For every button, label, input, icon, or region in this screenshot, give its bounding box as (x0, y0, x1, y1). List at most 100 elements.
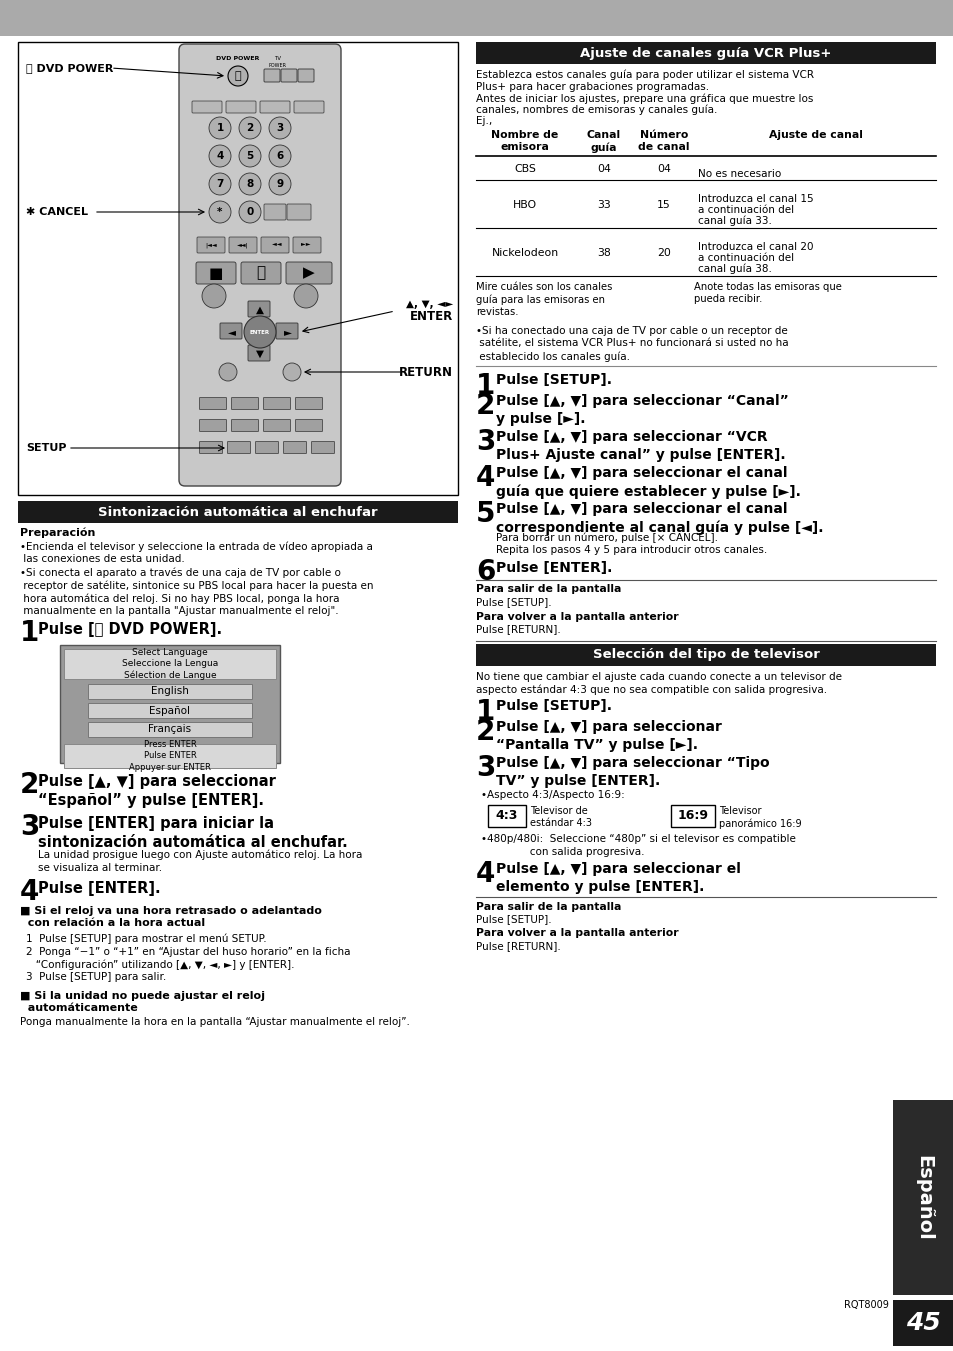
Text: Pulse [▲, ▼] para seleccionar el canal
correspondiente al canal guía y pulse [◄]: Pulse [▲, ▼] para seleccionar el canal c… (496, 503, 822, 535)
FancyBboxPatch shape (283, 442, 306, 454)
Bar (488, 804, 525, 827)
Text: ENTER: ENTER (410, 311, 453, 323)
Text: ENTER: ENTER (250, 330, 270, 335)
Text: Selección del tipo de televisor: Selección del tipo de televisor (592, 648, 819, 661)
Text: Press ENTER
Pulse ENTER
Appuyer sur ENTER: Press ENTER Pulse ENTER Appuyer sur ENTE… (129, 740, 211, 771)
Text: 2: 2 (476, 393, 495, 420)
Text: Televisor
panorámico 16:9: Televisor panorámico 16:9 (719, 807, 801, 828)
FancyBboxPatch shape (232, 397, 258, 409)
Bar (892, 1100, 953, 1296)
FancyBboxPatch shape (312, 442, 335, 454)
Text: SETUP: SETUP (26, 443, 67, 453)
Text: canal guía 33.: canal guía 33. (698, 216, 771, 227)
Text: 16:9: 16:9 (677, 809, 708, 821)
FancyBboxPatch shape (281, 69, 296, 82)
Bar (476, 42, 935, 63)
Text: Canal
guía: Canal guía (586, 130, 620, 153)
Circle shape (209, 118, 231, 139)
FancyBboxPatch shape (199, 397, 226, 409)
Text: 3: 3 (476, 754, 495, 782)
Text: Ponga manualmente la hora en la pantalla “Ajustar manualmente el reloj”.: Ponga manualmente la hora en la pantalla… (20, 1017, 410, 1027)
Text: 1: 1 (476, 372, 495, 400)
Text: 3: 3 (476, 428, 495, 457)
Text: Preparación: Preparación (20, 528, 95, 539)
Text: ▲: ▲ (255, 305, 264, 315)
FancyBboxPatch shape (192, 101, 222, 113)
Text: Pulse [▲, ▼] para seleccionar
“Pantalla TV” y pulse [►].: Pulse [▲, ▼] para seleccionar “Pantalla … (496, 720, 721, 753)
Bar (64, 648, 275, 680)
Text: Mire cuáles son los canales
guía para las emisoras en
revistas.: Mire cuáles son los canales guía para la… (476, 281, 612, 317)
Text: •Encienda el televisor y seleccione la entrada de vídeo apropiada a
 las conexio: •Encienda el televisor y seleccione la e… (20, 540, 373, 563)
Bar (670, 804, 714, 827)
FancyBboxPatch shape (263, 397, 291, 409)
Text: ◄◄|: ◄◄| (237, 242, 249, 247)
Circle shape (228, 66, 248, 86)
Bar (476, 643, 935, 666)
Text: 3: 3 (20, 813, 39, 842)
FancyBboxPatch shape (229, 236, 256, 253)
Text: Pulse [RETURN].: Pulse [RETURN]. (476, 942, 560, 951)
Text: Pulse [▲, ▼] para seleccionar “Canal”
y pulse [►].: Pulse [▲, ▼] para seleccionar “Canal” y … (496, 394, 788, 427)
Text: Pulse [SETUP].: Pulse [SETUP]. (476, 597, 551, 608)
Text: ▼: ▼ (255, 349, 264, 359)
FancyBboxPatch shape (248, 301, 270, 317)
Text: DVD POWER: DVD POWER (216, 55, 259, 61)
Text: ◄◄: ◄◄ (268, 242, 281, 247)
Text: HBO: HBO (513, 200, 537, 211)
Circle shape (209, 201, 231, 223)
Circle shape (209, 173, 231, 195)
Text: No tiene que cambiar el ajuste cada cuando conecte a un televisor de
aspecto est: No tiene que cambiar el ajuste cada cuan… (476, 671, 841, 694)
Text: 0: 0 (246, 207, 253, 218)
Circle shape (239, 145, 261, 168)
Text: •Si conecta el aparato a través de una caja de TV por cable o
 receptor de satél: •Si conecta el aparato a través de una c… (20, 567, 374, 616)
Text: ►►: ►► (301, 242, 313, 247)
Circle shape (269, 145, 291, 168)
Circle shape (269, 173, 291, 195)
Bar (64, 744, 275, 767)
Text: *: * (217, 207, 222, 218)
Circle shape (283, 363, 301, 381)
FancyBboxPatch shape (286, 262, 332, 284)
Text: 6: 6 (476, 558, 495, 586)
Text: Sintonización automática al enchufar: Sintonización automática al enchufar (98, 505, 377, 519)
Text: Para borrar un número, pulse [× CANCEL].
Repita los pasos 4 y 5 para introducir : Para borrar un número, pulse [× CANCEL].… (496, 532, 766, 555)
Text: Pulse [⏻ DVD POWER].: Pulse [⏻ DVD POWER]. (38, 621, 222, 638)
FancyBboxPatch shape (294, 101, 324, 113)
Text: RETURN: RETURN (398, 366, 453, 378)
Text: ▶: ▶ (303, 266, 314, 281)
Text: CBS: CBS (514, 165, 536, 174)
Text: Introduzca el canal 20: Introduzca el canal 20 (698, 242, 813, 253)
Text: ■ Si la unidad no puede ajustar el reloj
  automáticamente: ■ Si la unidad no puede ajustar el reloj… (20, 992, 265, 1013)
FancyBboxPatch shape (261, 236, 289, 253)
Text: Ajuste de canal: Ajuste de canal (768, 130, 862, 139)
Text: ►: ► (284, 327, 292, 336)
Text: 33: 33 (597, 200, 610, 211)
FancyBboxPatch shape (227, 442, 251, 454)
Text: 2: 2 (476, 719, 495, 747)
Text: ✱ CANCEL: ✱ CANCEL (26, 207, 88, 218)
Text: 7: 7 (216, 178, 223, 189)
Bar (60, 644, 280, 763)
Bar (88, 684, 252, 698)
Text: ▲, ▼, ◄►: ▲, ▼, ◄► (405, 299, 453, 309)
Text: Para volver a la pantalla anterior: Para volver a la pantalla anterior (476, 928, 678, 939)
Circle shape (294, 284, 317, 308)
Text: 2: 2 (246, 123, 253, 132)
Text: 4: 4 (476, 465, 495, 493)
Text: 38: 38 (597, 249, 610, 258)
Text: Nombre de
emisora: Nombre de emisora (491, 130, 558, 151)
FancyBboxPatch shape (295, 397, 322, 409)
Text: No es necesario: No es necesario (698, 169, 781, 178)
FancyBboxPatch shape (264, 204, 286, 220)
FancyBboxPatch shape (263, 420, 291, 431)
Text: Pulse [RETURN].: Pulse [RETURN]. (476, 624, 560, 635)
FancyBboxPatch shape (297, 69, 314, 82)
FancyBboxPatch shape (195, 262, 235, 284)
Bar (88, 721, 252, 738)
Text: 8: 8 (246, 178, 253, 189)
Text: ■: ■ (209, 266, 223, 281)
Text: Pulse [▲, ▼] para seleccionar el canal
guía que quiere establecer y pulse [►].: Pulse [▲, ▼] para seleccionar el canal g… (496, 466, 800, 499)
Bar (892, 1300, 953, 1346)
Text: 1  Pulse [SETUP] para mostrar el menú SETUP.: 1 Pulse [SETUP] para mostrar el menú SET… (26, 934, 266, 944)
Text: 1: 1 (216, 123, 223, 132)
